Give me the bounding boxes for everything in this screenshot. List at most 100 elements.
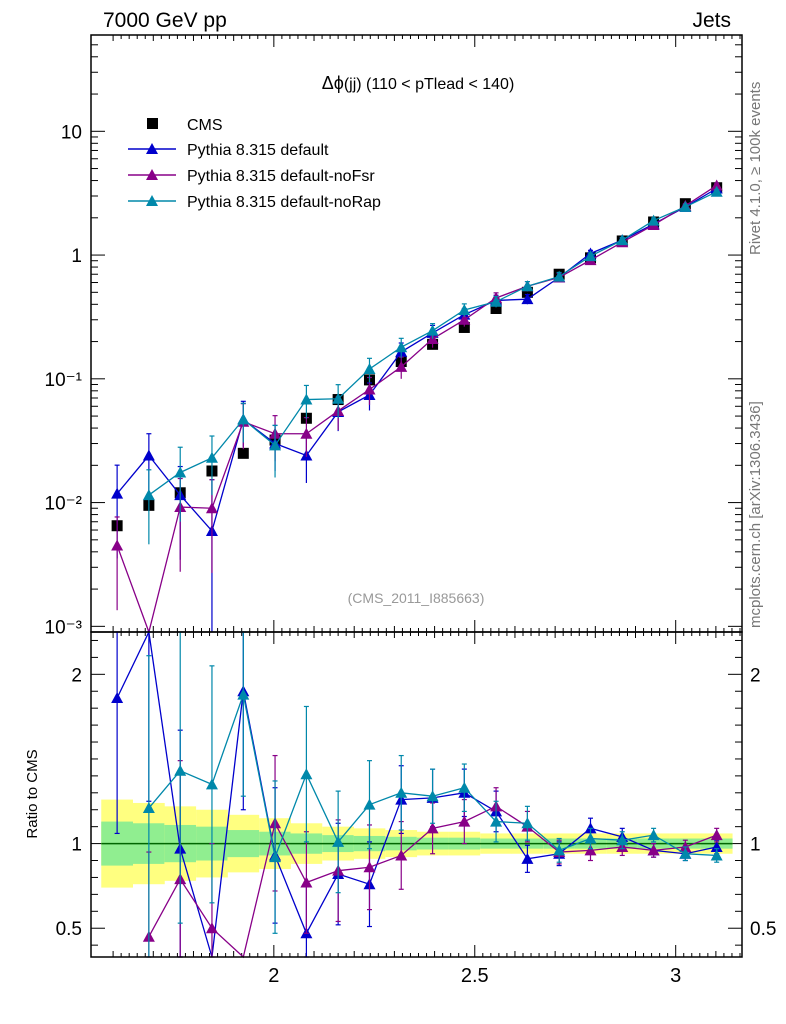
y-tick-label: 10⁻²	[45, 494, 83, 515]
legend-label-norap: Pythia 8.315 default-noRap	[187, 194, 381, 211]
ratio-mc-3-point	[174, 764, 187, 776]
rivet-side-text: Rivet 4.1.0, ≥ 100k events	[747, 82, 764, 255]
ratio-mc-3-point	[332, 835, 345, 847]
y-tick-label: 0.5	[56, 919, 82, 940]
mc-3-point	[174, 466, 187, 478]
mc-3-point	[647, 214, 660, 226]
ratio-mc-1-point	[710, 840, 723, 852]
mc-3-point	[584, 250, 597, 262]
ratio-mc-3-point	[616, 834, 629, 846]
ratio-plot-area: 2 2.5 3 0.5 0.5 1 1 2 2	[56, 629, 776, 987]
mc-3-point	[710, 185, 723, 197]
legend-marker-norap	[146, 195, 158, 206]
mc-2-point	[458, 313, 471, 325]
y-tick-label-right: 2	[750, 665, 761, 686]
ratio-mc-2-point	[710, 829, 723, 841]
mc-3-point	[521, 280, 534, 292]
mc-2-point	[363, 383, 376, 395]
mc-3-point	[490, 295, 503, 307]
ratio-mc-3-point	[395, 786, 408, 798]
ratio-mc-3-point	[521, 817, 534, 829]
mcplots-side-text: mcplots.cern.ch [arXiv:1306.3436]	[747, 401, 764, 628]
header-left: 7000 GeV pp	[103, 9, 227, 32]
ratio-mc-3-point	[205, 778, 218, 790]
y-tick-label: 1	[71, 246, 82, 267]
legend-label-default: Pythia 8.315 default	[187, 142, 329, 159]
ratio-mc-3-point	[269, 851, 282, 863]
ratio-mc-3-point	[300, 768, 313, 780]
mc-3-point	[142, 489, 155, 501]
ratio-mc-2-point	[205, 922, 218, 934]
y-tick-label-right: 1	[750, 835, 761, 856]
mc-3-point	[300, 393, 313, 405]
ratio-mc-3-point	[142, 802, 155, 814]
cms-point	[237, 447, 249, 459]
ratio-mc-3-point	[363, 798, 376, 810]
ratio-mc-2-point	[363, 861, 376, 873]
ratio-panel-frame	[90, 631, 743, 958]
y-tick-label: 10⁻³	[45, 617, 83, 638]
ratio-mc-1-point	[521, 852, 534, 864]
ratio-mc-2-point	[458, 815, 471, 827]
mc-3-point	[205, 451, 218, 463]
ratio-mc-3-point	[710, 849, 723, 861]
x-tick-label: 2.5	[461, 965, 489, 987]
ratio-mc-1-line	[116, 629, 717, 958]
mc-3-point	[553, 270, 566, 282]
mc-2-point	[710, 179, 723, 191]
mc-1-point	[521, 293, 534, 305]
ratio-mc-2-point	[395, 849, 408, 861]
title-rest: (jj) (110 < pTlead < 140)	[344, 76, 514, 93]
ratio-mc-2-point	[647, 844, 660, 856]
legend-label-nofsr: Pythia 8.315 default-noFsr	[187, 168, 375, 185]
mc-3-point	[458, 303, 471, 315]
legend: CMS Pythia 8.315 default Pythia 8.315 de…	[128, 117, 381, 211]
cms-point	[521, 286, 533, 298]
cms-point	[458, 321, 470, 333]
mc-3-point	[679, 200, 692, 212]
mc-2-point	[205, 502, 218, 514]
mc-3-point	[237, 413, 250, 425]
ratio-panel: 2 2.5 3 0.5 0.5 1 1 2 2 Ratio to CMS	[24, 629, 776, 987]
mc-2-point	[395, 360, 408, 372]
x-tick-label: 3	[670, 965, 681, 987]
header-right: Jets	[692, 9, 731, 32]
cms-point	[490, 303, 502, 315]
y-tick-label: 10	[61, 122, 82, 143]
mc-2-point	[300, 427, 313, 439]
mc-1-point	[142, 449, 155, 461]
mc-3-point	[363, 363, 376, 375]
y-tick-label: 2	[71, 665, 82, 686]
ratio-mc-3-point	[426, 790, 439, 802]
watermark: (CMS_2011_I885663)	[348, 590, 485, 606]
mc-1-point	[111, 487, 124, 499]
ratio-ylabel: Ratio to CMS	[24, 749, 41, 838]
legend-marker-nofsr	[146, 169, 158, 180]
chart-title: Δϕ(jj) (110 < pTlead < 140)	[322, 73, 515, 93]
ratio-mc-3-point	[237, 688, 250, 700]
ratio-mc-2-point	[300, 876, 313, 888]
legend-marker-default	[146, 143, 158, 154]
ratio-mc-3-point	[647, 829, 660, 841]
y-tick-label: 1	[71, 835, 82, 856]
main-plot-area: 10⁻³ 10⁻² 10⁻¹ 1 10	[45, 34, 742, 638]
mc-3-point	[269, 439, 282, 451]
y-tick-label: 10⁻¹	[45, 370, 83, 391]
ratio-mc-3-point	[679, 847, 692, 859]
ratio-mc-3-point	[490, 815, 503, 827]
ratio-mc-3-point	[584, 832, 597, 844]
mc-3-point	[426, 324, 439, 336]
ratio-mc-3-point	[458, 781, 471, 793]
legend-label-cms: CMS	[187, 117, 223, 134]
legend-marker-cms	[147, 118, 158, 129]
mc-3-point	[332, 392, 345, 404]
y-tick-label-right: 0.5	[750, 919, 776, 940]
title-symbol: Δϕ	[322, 73, 344, 93]
mc-3-point	[616, 234, 629, 246]
ratio-mc-2-point	[426, 822, 439, 834]
ratio-mc-3-point	[553, 844, 566, 856]
mc-2-line	[116, 184, 718, 635]
main-panel: 10⁻³ 10⁻² 10⁻¹ 1 10 (CMS_2011_I885663) Δϕ(jj…	[45, 34, 743, 638]
x-tick-label: 2	[268, 965, 279, 987]
